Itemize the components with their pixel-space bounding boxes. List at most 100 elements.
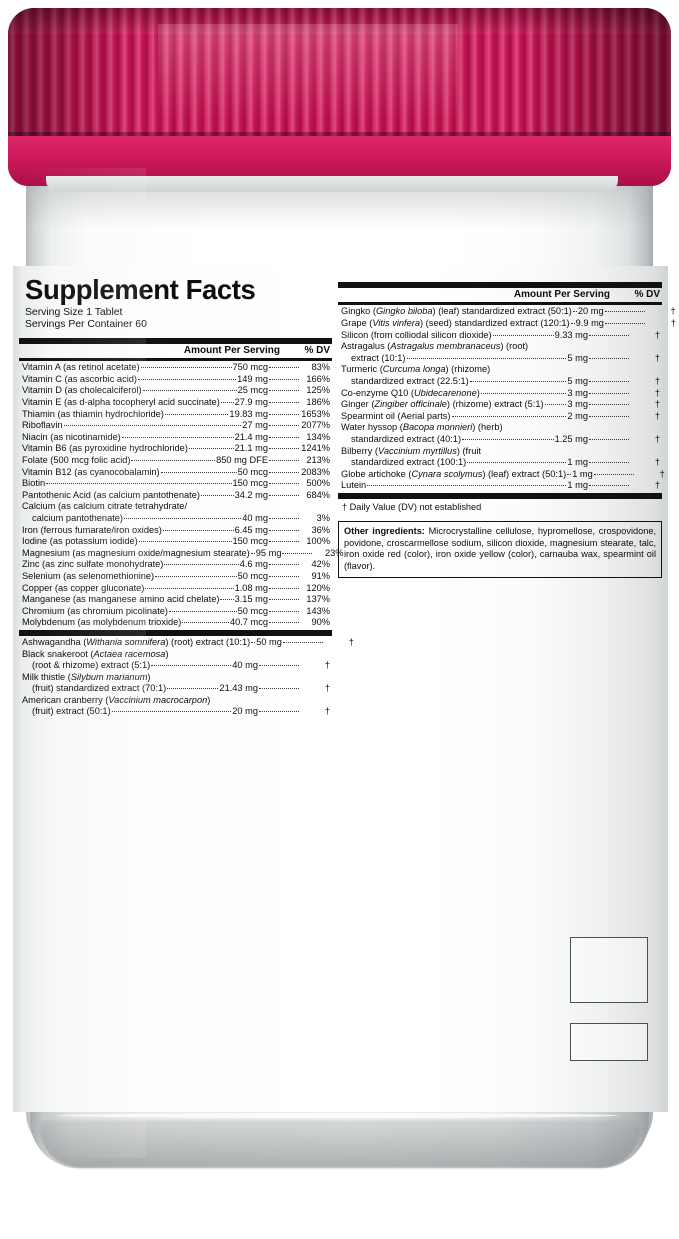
leader-dots-2 bbox=[269, 460, 299, 462]
ingredient-dv: † bbox=[670, 317, 676, 328]
ingredient-dv: † bbox=[324, 706, 330, 717]
leader-dots-2 bbox=[604, 311, 645, 313]
ingredient-dv: † bbox=[654, 399, 660, 410]
ingredient-amount: 9.9 mg bbox=[575, 317, 604, 328]
table-row-name-only: Milk thistle (Silybum marianum) bbox=[22, 671, 151, 682]
leader-dots bbox=[46, 483, 232, 485]
ingredient-amount: 19.83 mg bbox=[229, 408, 268, 419]
other-ingredients: Other ingredients: Microcrystalline cell… bbox=[338, 521, 662, 579]
leader-dots bbox=[220, 599, 234, 601]
cap-highlight bbox=[158, 24, 458, 120]
leader-dots-2 bbox=[269, 367, 299, 369]
leader-dots-2 bbox=[589, 357, 629, 359]
ingredient-amount: 50 mg bbox=[256, 636, 282, 647]
leader-dots bbox=[570, 322, 575, 324]
ingredient-amount: 1 mg bbox=[567, 457, 588, 468]
serving-size: Serving Size 1 Tablet bbox=[25, 306, 123, 318]
leader-dots-2 bbox=[604, 322, 645, 324]
table-row: Spearmint oil (Aerial parts) 2 mg † bbox=[341, 411, 660, 423]
ingredient-dv: 125% bbox=[306, 385, 330, 396]
leader-dots bbox=[142, 390, 237, 392]
leader-dots bbox=[469, 380, 567, 382]
ingredient-amount: 21.43 mg bbox=[219, 683, 258, 694]
leader-dots-2 bbox=[589, 438, 629, 440]
ingredient-dv: † bbox=[659, 468, 665, 479]
ingredient-name: Ashwagandha (Withania somnifera) (root) … bbox=[22, 636, 251, 647]
table-row-name-only: Black snakeroot (Actaea racemosa) bbox=[22, 648, 169, 659]
table-row: Riboflavin 27 mg 2077% bbox=[22, 420, 330, 432]
ingredient-name: Niacin (as nicotinamide) bbox=[22, 431, 121, 442]
ingredient-amount: 5 mg bbox=[567, 352, 588, 363]
ingredient-amount: 1.25 mg bbox=[554, 433, 588, 444]
leader-dots bbox=[145, 587, 234, 589]
ingredient-dv: 186% bbox=[306, 397, 330, 408]
leader-dots-2 bbox=[589, 404, 629, 406]
ingredient-amount: 50 mcg bbox=[237, 605, 268, 616]
table-row: Vitamin B12 (as cyanocobalamin) 50 mcg 208… bbox=[22, 467, 330, 479]
bottle-neck bbox=[46, 176, 618, 192]
ingredient-amount: 5 mg bbox=[567, 375, 588, 386]
ingredient-dv: 500% bbox=[306, 478, 330, 489]
table-row: Silicon (from colliodal silicon dioxide)… bbox=[341, 330, 660, 342]
table-row: (fruit) standardized extract (70:1) 21.43… bbox=[22, 683, 330, 695]
table-row: Manganese (as manganese amino acid chela… bbox=[22, 594, 330, 606]
ingredient-name: (fruit) standardized extract (70:1) bbox=[32, 683, 167, 694]
ingredient-dv: 120% bbox=[306, 582, 330, 593]
ingredient-name: Selenium (as selenomethionine) bbox=[22, 570, 155, 581]
ingredient-amount: 149 mg bbox=[237, 373, 268, 384]
ingredient-amount: 40.7 mcg bbox=[229, 617, 268, 628]
ingredient-amount: 4.6 mg bbox=[239, 559, 268, 570]
leader-dots-2 bbox=[282, 552, 313, 554]
ingredient-amount: 150 mcg bbox=[232, 478, 268, 489]
table-row: Pantothenic Acid (as calcium pantothenat… bbox=[22, 490, 330, 502]
leader-dots-2 bbox=[589, 334, 629, 336]
divider-thick-top bbox=[19, 337, 332, 344]
leader-dots bbox=[572, 311, 577, 313]
ingredient-name: standardized extract (100:1) bbox=[351, 457, 467, 468]
botanicals-list-left: Ashwagandha (Withania somnifera) (root) … bbox=[19, 636, 354, 719]
page-title: Supplement Facts bbox=[25, 274, 256, 305]
ingredient-dv: 3% bbox=[316, 512, 330, 523]
ingredient-name: Grape (Vitis vinfera) (seed) standardize… bbox=[341, 317, 570, 328]
leader-dots-2 bbox=[269, 622, 299, 624]
leader-dots bbox=[251, 641, 256, 643]
table-row: Gingko (Gingko biloba) (leaf) standardiz… bbox=[341, 306, 676, 318]
ingredient-amount: 27 mg bbox=[242, 420, 268, 431]
table-row: Folate (500 mcg folic acid) 850 mg DFE 213… bbox=[22, 455, 330, 467]
leader-dots-2 bbox=[269, 402, 299, 404]
ingredient-amount: 25 mcg bbox=[237, 385, 268, 396]
leader-dots-2 bbox=[269, 448, 299, 450]
table-row: (root & rhizome) extract (5:1) 40 mg † bbox=[22, 660, 330, 672]
table-row: standardized extract (40:1) 1.25 mg † bbox=[341, 434, 660, 446]
ingredient-dv: † bbox=[654, 410, 660, 421]
leader-dots bbox=[63, 425, 242, 427]
ingredient-name: Copper (as copper gluconate) bbox=[22, 582, 145, 593]
table-row: Copper (as copper gluconate) 1.08 mg 120% bbox=[22, 583, 330, 595]
leader-dots bbox=[167, 688, 219, 690]
ingredient-dv: 91% bbox=[311, 570, 330, 581]
ingredient-dv: † bbox=[654, 329, 660, 340]
leader-dots-2 bbox=[589, 392, 629, 394]
ingredient-name: Lutein bbox=[341, 480, 367, 491]
leader-dots-2 bbox=[269, 425, 299, 427]
ingredient-amount: 3 mg bbox=[567, 387, 588, 398]
ingredient-dv: † bbox=[654, 387, 660, 398]
ingredient-name: Biotin bbox=[22, 478, 46, 489]
table-row: Lutein 1 mg † bbox=[341, 480, 660, 492]
leader-dots-2 bbox=[269, 483, 299, 485]
leader-dots-2 bbox=[269, 390, 299, 392]
ingredient-amount: 40 mg bbox=[232, 660, 258, 671]
table-row: Magnesium (as magnesium oxide/magnesium … bbox=[22, 548, 343, 560]
table-row: extract (10:1) 5 mg † bbox=[341, 353, 660, 365]
ingredient-dv: † bbox=[654, 480, 660, 491]
leader-dots-2 bbox=[269, 413, 299, 415]
divider-thick-right-top bbox=[338, 282, 662, 288]
header-percent-dv-right: % DV bbox=[634, 289, 660, 300]
leader-dots bbox=[544, 404, 567, 406]
header-percent-dv: % DV bbox=[304, 344, 330, 356]
botanicals-list-right: Gingko (Gingko biloba) (leaf) standardiz… bbox=[338, 305, 676, 493]
cap-ribs bbox=[8, 8, 671, 136]
ingredient-amount: 750 mcg bbox=[232, 362, 268, 373]
ingredient-dv: 213% bbox=[306, 455, 330, 466]
